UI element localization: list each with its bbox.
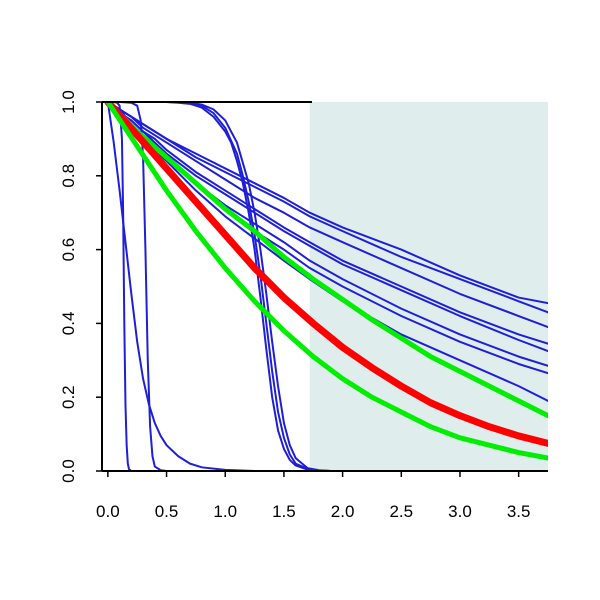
x-tick-label: 1.0 (213, 502, 237, 521)
x-tick-label: 0.5 (155, 502, 179, 521)
x-tick-label: 3.5 (507, 502, 531, 521)
thin-curve-4 (106, 102, 548, 353)
y-tick-label: 0.8 (59, 164, 78, 188)
thin-curve-9 (106, 102, 548, 471)
y-tick-label: 1.0 (59, 90, 78, 114)
x-tick-label: 3.0 (448, 502, 472, 521)
x-tick-label: 0.0 (96, 502, 120, 521)
bold-curves-layer (104, 102, 548, 461)
x-tick-label: 2.0 (331, 502, 355, 521)
y-tick-label: 0.4 (59, 312, 78, 336)
bound-curve-16 (105, 102, 548, 461)
tick-labels-layer: 0.0 0.5 1.0 1.5 2.0 2.5 3.0 3.5 0.0 0.2 0.4 0.6 0.8 1… (59, 90, 530, 521)
shaded-region-layer (309, 102, 548, 471)
thin-curve-10 (106, 102, 548, 471)
x-tick-label: 1.5 (272, 502, 296, 521)
x-tick-label: 2.5 (389, 502, 413, 521)
bound-curve-14 (105, 102, 548, 419)
y-tick-label: 0.0 (59, 459, 78, 483)
y-tick-label: 0.2 (59, 385, 78, 409)
axes-layer (96, 101, 548, 477)
thin-curve-8 (106, 102, 548, 471)
thin-curve-13 (106, 102, 548, 471)
y-tick-label: 0.6 (59, 238, 78, 262)
main-curve-15 (104, 102, 548, 447)
shaded-region (309, 102, 548, 471)
thin-curve-2 (106, 102, 548, 329)
